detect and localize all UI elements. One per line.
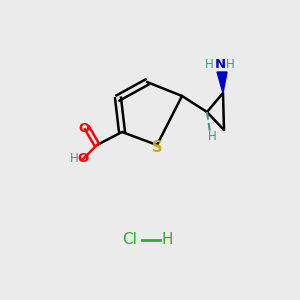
Polygon shape	[217, 72, 227, 93]
Text: H: H	[208, 130, 216, 142]
Text: H: H	[226, 58, 234, 70]
Text: N: N	[214, 58, 226, 71]
Text: H: H	[205, 58, 213, 70]
Text: O: O	[77, 152, 88, 166]
Text: H: H	[161, 232, 173, 247]
Text: Cl: Cl	[123, 232, 137, 247]
Text: O: O	[78, 122, 90, 134]
Text: S: S	[152, 140, 162, 154]
Text: H: H	[70, 152, 78, 164]
